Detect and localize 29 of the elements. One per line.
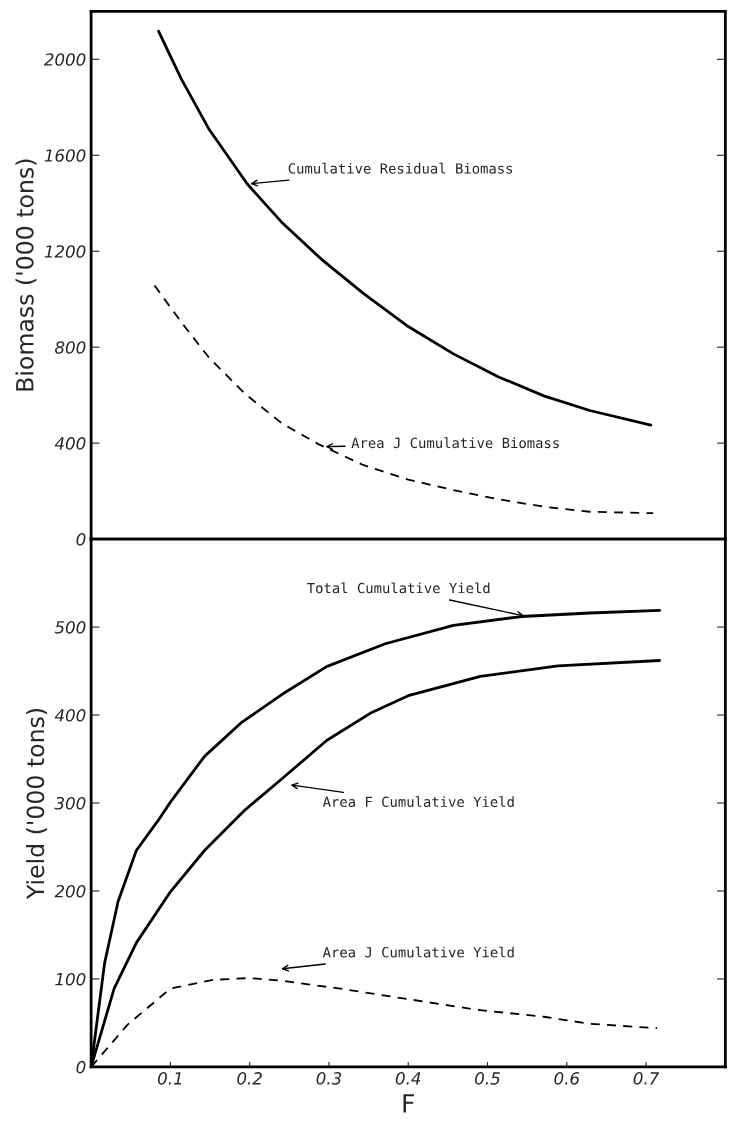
y-axis-title: Yield ('000 tons) bbox=[26, 708, 48, 900]
y-tick-label: 1600 bbox=[44, 149, 86, 162]
y-tick-label: 100 bbox=[55, 972, 86, 986]
x-tick-label: 0.7 bbox=[633, 1072, 660, 1085]
annotation: Total Cumulative Yield bbox=[307, 582, 490, 594]
y-tick-label: 800 bbox=[55, 341, 86, 354]
y-tick-label: 500 bbox=[54, 621, 86, 634]
y-tick-label: 0 bbox=[76, 1060, 86, 1074]
x-tick-label: 0.3 bbox=[316, 1072, 342, 1085]
annotation: Cumulative Residual Biomass bbox=[288, 162, 513, 174]
x-tick-label: 0.4 bbox=[395, 1072, 421, 1085]
line-series bbox=[153, 284, 655, 515]
line-series bbox=[157, 29, 653, 427]
x-tick-label: 0.1 bbox=[157, 1072, 182, 1085]
annotation: Area J Cumulative Yield bbox=[322, 946, 514, 958]
y-axis-title: Biomass ('000 tons) bbox=[15, 159, 37, 391]
x-tick-label: 0.5 bbox=[475, 1072, 500, 1085]
y-tick-label: 400 bbox=[54, 709, 86, 722]
annotation: Area F Cumulative Yield bbox=[322, 796, 514, 808]
x-axis-title: F bbox=[403, 1094, 414, 1113]
y-tick-label: 200 bbox=[54, 884, 86, 898]
y-tick-label: 400 bbox=[54, 437, 86, 450]
y-tick-label: 2000 bbox=[43, 53, 86, 66]
y-tick-label: 0 bbox=[76, 533, 86, 546]
y-tick-label: 300 bbox=[54, 796, 86, 810]
x-tick-label: 0.6 bbox=[554, 1072, 580, 1085]
annotation: Area J Cumulative Biomass bbox=[351, 437, 559, 449]
x-tick-label: 0.2 bbox=[237, 1072, 262, 1085]
y-tick-label: 1200 bbox=[44, 245, 86, 258]
